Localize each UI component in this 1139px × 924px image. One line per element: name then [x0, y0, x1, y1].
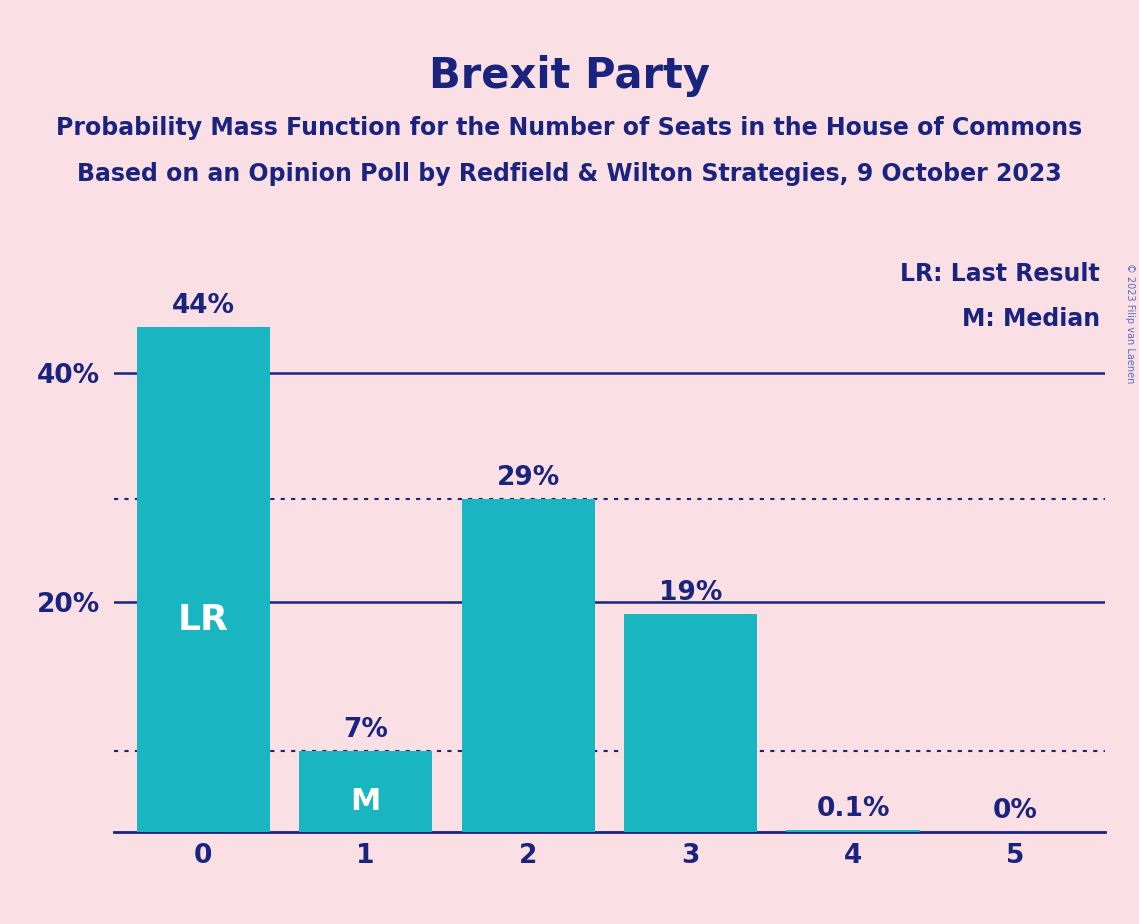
Text: Based on an Opinion Poll by Redfield & Wilton Strategies, 9 October 2023: Based on an Opinion Poll by Redfield & W…	[77, 162, 1062, 186]
Bar	[461, 499, 595, 832]
Bar	[300, 751, 433, 832]
Bar	[786, 831, 919, 832]
Text: 0%: 0%	[993, 797, 1038, 823]
Text: LR: Last Result: LR: Last Result	[900, 261, 1100, 286]
Text: LR: LR	[178, 602, 229, 637]
Text: Brexit Party: Brexit Party	[429, 55, 710, 97]
Text: 29%: 29%	[497, 466, 559, 492]
Text: 19%: 19%	[658, 580, 722, 606]
Text: 44%: 44%	[172, 294, 235, 320]
Text: M: M	[351, 786, 380, 816]
Bar	[137, 327, 270, 832]
Bar	[624, 614, 757, 832]
Text: 0.1%: 0.1%	[817, 796, 890, 822]
Text: Probability Mass Function for the Number of Seats in the House of Commons: Probability Mass Function for the Number…	[56, 116, 1083, 140]
Text: © 2023 Filip van Laenen: © 2023 Filip van Laenen	[1125, 263, 1134, 383]
Text: M: Median: M: Median	[961, 308, 1100, 332]
Text: 7%: 7%	[343, 717, 388, 744]
